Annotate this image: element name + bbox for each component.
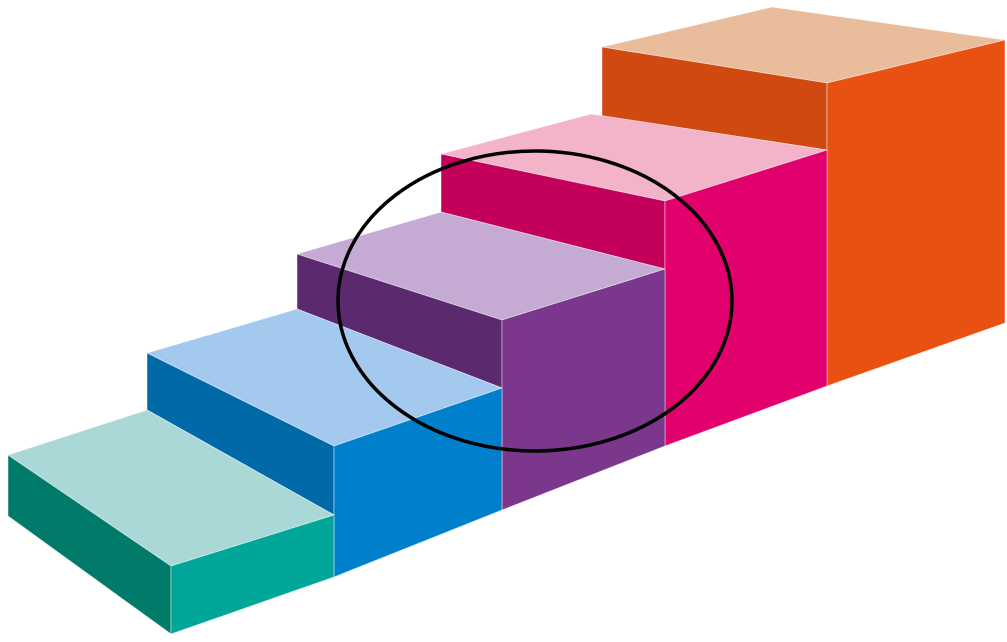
step-2 <box>146 308 503 578</box>
step-4-side-face <box>664 149 828 447</box>
step-1 <box>7 409 335 635</box>
highlight-circle <box>336 149 734 453</box>
step-5-side-face <box>826 39 1006 387</box>
step-1-side-face <box>170 514 335 635</box>
